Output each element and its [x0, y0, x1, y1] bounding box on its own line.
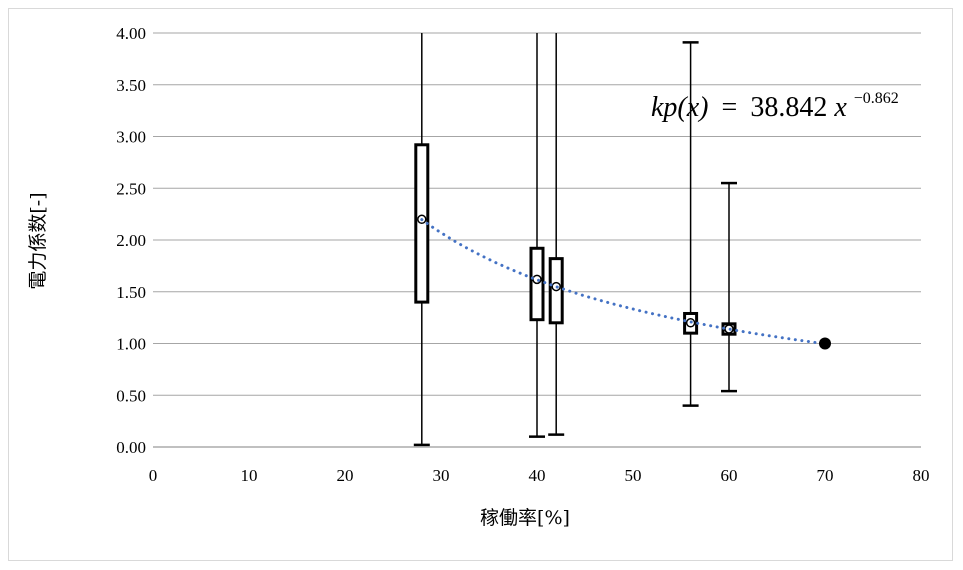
- equation-equals: =: [722, 92, 738, 123]
- x-tick-labels: 0 10 20 30 40 50 60 70 80: [149, 466, 930, 485]
- x-tick-label: 70: [817, 466, 834, 485]
- x-tick-label: 30: [433, 466, 450, 485]
- equation-var: x: [833, 92, 847, 123]
- y-tick-label: 2.00: [116, 231, 146, 250]
- trendline: [420, 218, 831, 350]
- x-tick-label: 10: [241, 466, 258, 485]
- y-tick-label: 4.00: [116, 24, 146, 43]
- trend-equation: kp(x) = 38.842 x −0.862: [651, 90, 899, 123]
- x-tick-label: 20: [337, 466, 354, 485]
- y-tick-label: 3.50: [116, 76, 146, 95]
- y-axis-title: 電力係数[-]: [27, 192, 49, 289]
- y-tick-label: 2.50: [116, 179, 146, 198]
- y-tick-label: 0.50: [116, 386, 146, 405]
- y-tick-label: 0.00: [116, 438, 146, 457]
- median-marker: [532, 274, 542, 285]
- trend-curve: [420, 218, 827, 346]
- reference-point: [819, 337, 831, 350]
- equation-lhs: kp(x): [651, 92, 709, 123]
- x-tick-label: 40: [529, 466, 546, 485]
- x-tick-label: 0: [149, 466, 158, 485]
- x-tick-label: 80: [913, 466, 930, 485]
- x-axis-title: 稼働率[%]: [480, 507, 570, 529]
- x-tick-label: 50: [625, 466, 642, 485]
- y-tick-label: 3.00: [116, 128, 146, 147]
- chart-frame: [8, 8, 953, 561]
- x-tick-label: 60: [721, 466, 738, 485]
- y-tick-label: 1.00: [116, 335, 146, 354]
- y-tick-labels: 0.00 0.50 1.00 1.50 2.00 2.50 3.00 3.50 4.00: [116, 24, 146, 457]
- equation-coef: 38.842: [750, 92, 827, 123]
- equation-exponent: −0.862: [854, 90, 899, 107]
- y-tick-label: 1.50: [116, 283, 146, 302]
